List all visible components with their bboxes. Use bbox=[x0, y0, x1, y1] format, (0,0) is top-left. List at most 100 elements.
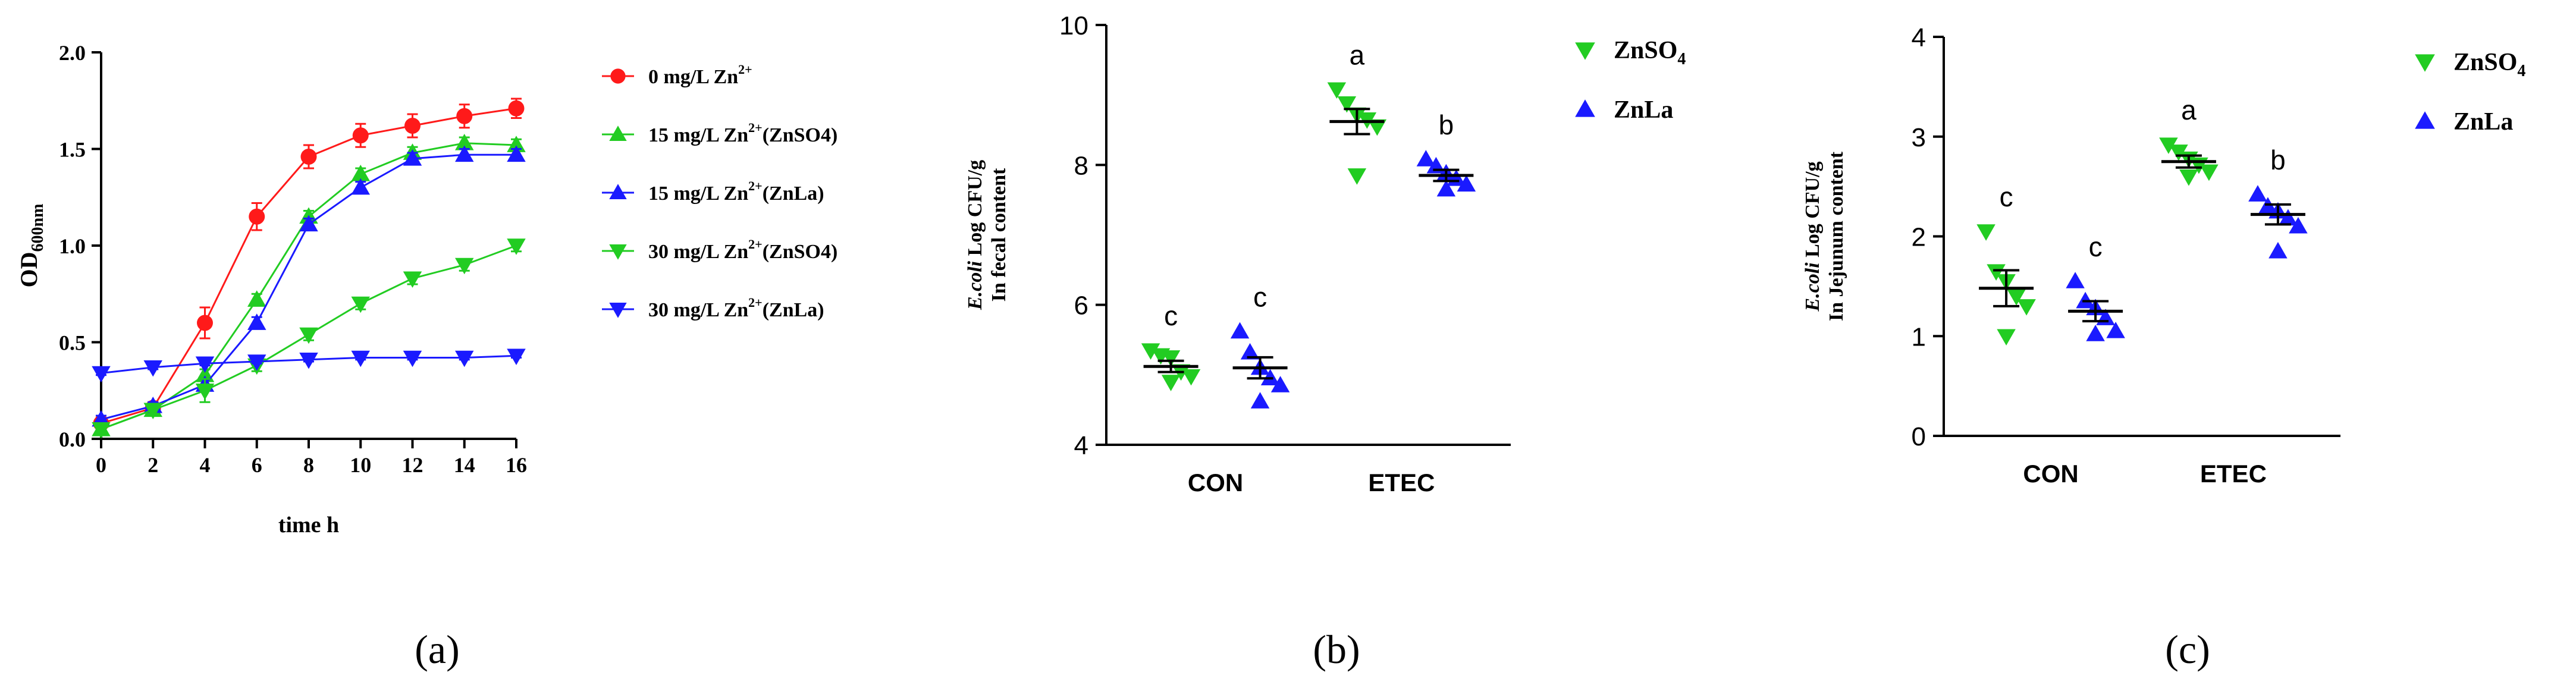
legend-label-superscript: 2+ bbox=[748, 120, 763, 135]
x-tick-label: 12 bbox=[402, 453, 423, 477]
legend-label-main: 0 mg/L Zn bbox=[648, 66, 738, 88]
legend-label-main: ZnLa bbox=[2453, 108, 2513, 136]
data-point bbox=[403, 350, 422, 367]
x-category-label: ETEC bbox=[2200, 460, 2267, 488]
legend-label: 30 mg/L Zn2+(ZnSO4) bbox=[648, 237, 837, 263]
legend-label-superscript: 2+ bbox=[738, 62, 752, 77]
significance-letter: b bbox=[2270, 144, 2286, 175]
series-5 bbox=[92, 348, 526, 383]
y-axis-title-italic: E.coli bbox=[1802, 262, 1824, 312]
y-axis-title-rest: Log CFU/g bbox=[1802, 161, 1824, 262]
data-point bbox=[1230, 322, 1250, 339]
legend-label-main: 30 mg/L Zn bbox=[648, 299, 748, 321]
legend-label: ZnLa bbox=[1614, 96, 1673, 124]
x-tick-label: 4 bbox=[200, 453, 211, 477]
data-point bbox=[1987, 264, 2006, 281]
y-axis-title-rest: Log CFU/g bbox=[964, 160, 986, 261]
data-point bbox=[1240, 343, 1260, 360]
x-axis-title: time h bbox=[278, 513, 339, 538]
y-tick-label: 2.0 bbox=[59, 41, 86, 65]
y-axis-title-line1: E.coli Log CFU/g bbox=[1802, 161, 1824, 312]
x-tick-label: 8 bbox=[303, 453, 314, 477]
data-point bbox=[1347, 168, 1367, 185]
significance-letter: c bbox=[1164, 300, 1178, 331]
data-point bbox=[143, 403, 162, 419]
legend-label: ZnSO4 bbox=[1614, 37, 1686, 68]
data-point bbox=[507, 136, 526, 152]
data-point bbox=[2066, 272, 2085, 288]
y-tick-label: 6 bbox=[1074, 291, 1088, 321]
data-point bbox=[2106, 322, 2125, 338]
x-tick-label: 14 bbox=[454, 453, 475, 477]
data-point bbox=[403, 149, 422, 166]
panel-label-a: (a) bbox=[415, 627, 459, 672]
data-point bbox=[352, 127, 369, 144]
y-tick-label: 3 bbox=[1912, 123, 1926, 152]
data-point bbox=[1436, 180, 1456, 197]
data-point bbox=[1181, 369, 1201, 386]
data-point bbox=[300, 149, 317, 165]
legend-label: 0 mg/L Zn2+ bbox=[648, 62, 752, 88]
data-point bbox=[508, 100, 525, 117]
data-point bbox=[2248, 185, 2267, 202]
data-point bbox=[247, 290, 266, 307]
data-point bbox=[404, 118, 421, 134]
series-4 bbox=[92, 238, 526, 439]
legend-item-1: 0 mg/L Zn2+ bbox=[602, 62, 752, 88]
legend-marker bbox=[609, 125, 627, 142]
group-etec-znla: b bbox=[1416, 109, 1476, 197]
data-point bbox=[1367, 119, 1387, 136]
y-tick-label: 8 bbox=[1074, 151, 1088, 180]
data-point bbox=[456, 108, 473, 124]
legend-item-4: 30 mg/L Zn2+(ZnSO4) bbox=[602, 237, 837, 263]
data-point bbox=[2159, 137, 2178, 154]
data-point bbox=[1457, 175, 1476, 192]
legend-item-1: ZnSO4 bbox=[2415, 49, 2525, 80]
data-point bbox=[195, 356, 215, 373]
y-tick-label: 1.0 bbox=[59, 234, 86, 258]
x-tick-label: 2 bbox=[148, 453, 158, 477]
x-category-label: CON bbox=[1188, 469, 1243, 497]
data-point bbox=[455, 145, 474, 162]
data-point bbox=[2017, 299, 2036, 316]
data-point bbox=[143, 360, 162, 377]
legend-label: ZnLa bbox=[2453, 108, 2513, 136]
data-point bbox=[403, 271, 422, 288]
x-category-label: ETEC bbox=[1368, 469, 1435, 497]
legend-label-suffix: (ZnSO4) bbox=[763, 124, 838, 146]
data-point bbox=[1327, 82, 1347, 99]
panel-c-jejunum-scatter: 0 1 2 3 4 CON ETEC E.coli Log CFU/g In Jejunum c… bbox=[1802, 23, 2525, 488]
data-point bbox=[2289, 216, 2308, 234]
data-point bbox=[351, 165, 370, 181]
data-point bbox=[92, 366, 111, 383]
group-etec-znla: b bbox=[2248, 144, 2308, 259]
data-point bbox=[299, 327, 318, 344]
x-category-label: CON bbox=[2023, 460, 2078, 488]
group-con-znso4: c bbox=[1976, 181, 2036, 345]
legend-label-suffix: (ZnLa) bbox=[763, 183, 824, 205]
legend-label-main: ZnSO bbox=[2453, 49, 2517, 76]
y-tick-label: 10 bbox=[1059, 11, 1088, 40]
group-etec-znso4: a bbox=[2159, 95, 2219, 186]
data-point bbox=[2169, 144, 2188, 161]
data-point bbox=[1997, 329, 2016, 345]
legend-marker bbox=[2415, 54, 2435, 72]
legend-marker bbox=[610, 68, 626, 84]
x-tick-label: 0 bbox=[96, 453, 106, 477]
significance-letter: a bbox=[2181, 95, 2197, 125]
data-point bbox=[1976, 224, 1995, 241]
panel-label-c: (c) bbox=[2165, 627, 2210, 672]
group-con-znla: c bbox=[1230, 281, 1290, 409]
data-point bbox=[455, 350, 474, 367]
legend-label-subscript: 4 bbox=[2517, 62, 2525, 80]
data-point bbox=[2086, 325, 2105, 341]
legend-label-suffix: (ZnLa) bbox=[763, 299, 824, 321]
legend-item-2: ZnLa bbox=[2415, 108, 2513, 136]
legend-item-2: ZnLa bbox=[1575, 96, 1673, 124]
legend-marker bbox=[1575, 99, 1595, 117]
data-point bbox=[2007, 289, 2026, 306]
legend-label-main: 30 mg/L Zn bbox=[648, 241, 748, 263]
data-point bbox=[2279, 209, 2298, 226]
legend-item-3: 15 mg/L Zn2+(ZnLa) bbox=[602, 178, 824, 205]
